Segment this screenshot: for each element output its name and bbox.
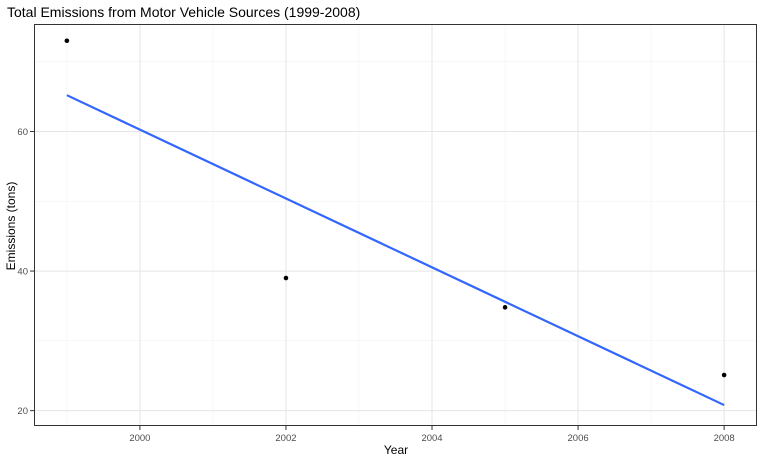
- y-tick-label: 60: [17, 127, 28, 138]
- x-tick-label: 2008: [714, 433, 735, 444]
- y-tick-label: 40: [17, 267, 28, 278]
- grid: [34, 24, 757, 426]
- data-series: [64, 38, 727, 407]
- data-point: [283, 275, 289, 281]
- y-tick-label: 20: [17, 406, 28, 417]
- regression-line: [66, 94, 725, 407]
- x-tick-label: 2004: [421, 433, 442, 444]
- y-axis-title: Emissions (tons): [4, 182, 18, 271]
- chart-title: Total Emissions from Motor Vehicle Sourc…: [7, 4, 360, 20]
- data-point: [721, 372, 727, 378]
- data-point: [64, 38, 70, 44]
- x-axis-title: Year: [384, 443, 408, 457]
- axis-ticks: 2000 2002 2004 2006 2008 20 40 60: [17, 127, 734, 444]
- data-point: [502, 305, 508, 310]
- plot-panel: [34, 24, 757, 426]
- x-tick-label: 2000: [129, 433, 150, 444]
- x-tick-label: 2002: [275, 433, 296, 444]
- x-tick-label: 2006: [568, 433, 589, 444]
